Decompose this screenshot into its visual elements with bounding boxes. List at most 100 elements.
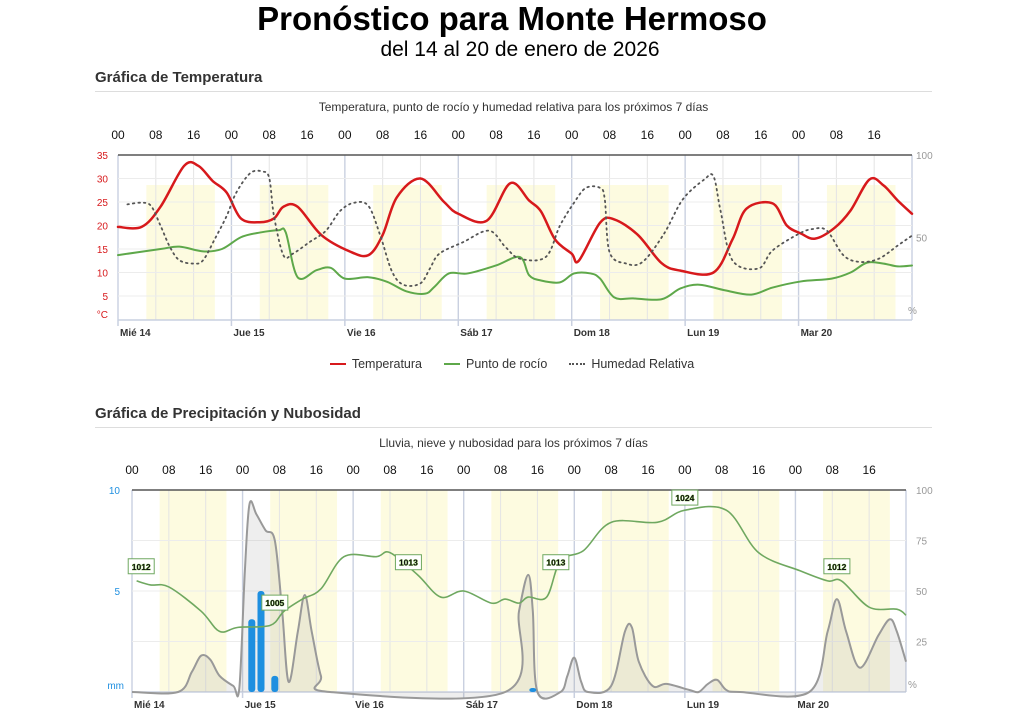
top-hour-tick: 08 [149,128,163,142]
rain-bar [271,675,279,692]
page-title: Pronóstico para Monte Hermoso [257,0,767,37]
top-hour-tick: 00 [125,463,139,477]
daytime-band [146,185,215,320]
top-hour-tick: 08 [494,463,508,477]
top-hour-tick: 16 [300,128,314,142]
top-hour-tick: 00 [338,128,352,142]
day-label: Dom 18 [574,328,611,339]
day-label: Sáb 17 [466,700,499,711]
top-hour-tick: 08 [826,463,840,477]
y-axis-unit: mm [107,681,124,692]
top-hour-tick: 00 [346,463,360,477]
y-tick-label: 10 [109,486,121,497]
top-hour-tick: 00 [236,463,250,477]
day-label: Mar 20 [797,700,829,711]
day-label: Jue 15 [233,328,265,339]
y-axis-unit: °C [97,310,108,321]
legend-label: Temperatura [351,357,423,371]
daytime-band [826,185,896,320]
top-hour-tick: 00 [678,128,692,142]
top-hour-tick: 00 [111,128,125,142]
top-hour-tick: 08 [273,463,287,477]
day-label: Vie 16 [355,700,384,711]
top-hour-tick: 08 [263,128,277,142]
pressure-label: 1013 [399,558,418,568]
y2-tick-label: 75 [916,537,928,548]
daytime-band [373,185,442,320]
y2-tick-label: 25 [916,638,928,649]
day-label: Jue 15 [245,700,277,711]
rain-bar [248,619,256,692]
pressure-label-box [261,594,289,611]
top-hour-tick: 00 [452,128,466,142]
rain-bar [529,688,537,692]
temperature-chart-title: Temperatura, punto de rocío y humedad re… [318,100,709,114]
top-hour-tick: 16 [199,463,213,477]
top-hour-tick: 08 [716,128,730,142]
top-hour-tick: 08 [604,463,618,477]
day-label: Sáb 17 [460,328,493,339]
pressure-label-box [823,558,851,575]
y-tick-label: 5 [114,587,120,598]
day-label: Lun 19 [687,328,720,339]
pressure-label-box [127,558,155,575]
top-hour-tick: 00 [457,463,471,477]
top-hour-tick: 16 [531,463,545,477]
temperature-section-title: Gráfica de Temperatura [95,69,263,86]
top-hour-tick: 08 [489,128,503,142]
pressure-label: 1012 [132,562,151,572]
temperature-line [116,160,914,276]
divider [95,91,932,92]
y2-tick-label: 50 [916,587,928,598]
day-label: Mié 14 [120,328,151,339]
pressure-label: 1012 [827,562,846,572]
pressure-label: 1024 [675,493,694,503]
daytime-band [486,185,556,320]
y2-tick-label: 50 [916,233,928,244]
top-hour-tick: 00 [225,128,239,142]
y-tick-label: 35 [97,151,109,162]
day-label: Lun 19 [687,700,720,711]
day-label: Dom 18 [576,700,613,711]
dewpoint-line [117,227,913,301]
legend-item-dewpoint[interactable]: Punto de rocío [444,357,547,371]
top-hour-tick: 00 [565,128,579,142]
cloud-cover-line [131,500,907,700]
temperature-legend: Temperatura Punto de rocío Humedad Relat… [0,357,1024,371]
legend-swatch [569,363,586,365]
top-hour-tick: 16 [527,128,541,142]
y-tick-label: 10 [97,269,109,280]
y2-axis-unit: % [908,680,917,691]
day-label: Vie 16 [347,328,376,339]
pressure-label-box [542,554,570,571]
top-hour-tick: 08 [162,463,176,477]
y2-tick-label: 100 [916,151,933,162]
pressure-line [136,505,907,633]
legend-swatch [444,363,461,365]
top-hour-tick: 16 [641,128,655,142]
cloud-cover-area [132,501,906,699]
rain-bar [257,591,265,692]
precip-section-title: Gráfica de Precipitación y Nubosidad [95,405,361,422]
pressure-label-box [671,489,699,506]
top-hour-tick: 16 [641,463,655,477]
top-hour-tick: 00 [568,463,582,477]
top-hour-tick: 08 [715,463,729,477]
y-tick-label: 5 [102,292,108,303]
legend-item-humidity[interactable]: Humedad Relativa [569,357,694,371]
page-subtitle: del 14 al 20 de enero de 2026 [380,38,660,61]
y-tick-label: 20 [97,222,109,233]
top-hour-tick: 08 [830,128,844,142]
precip-chart-title: Lluvia, nieve y nubosidad para los próxi… [379,436,648,450]
top-hour-tick: 16 [754,128,768,142]
y-tick-label: 15 [97,245,109,256]
top-hour-tick: 08 [376,128,390,142]
daytime-band [259,185,329,320]
y-tick-label: 30 [97,175,109,186]
top-hour-tick: 16 [862,463,876,477]
legend-item-temperature[interactable]: Temperatura [329,357,423,371]
y2-tick-label: 100 [916,486,933,497]
divider [95,427,932,428]
top-hour-tick: 08 [383,463,397,477]
